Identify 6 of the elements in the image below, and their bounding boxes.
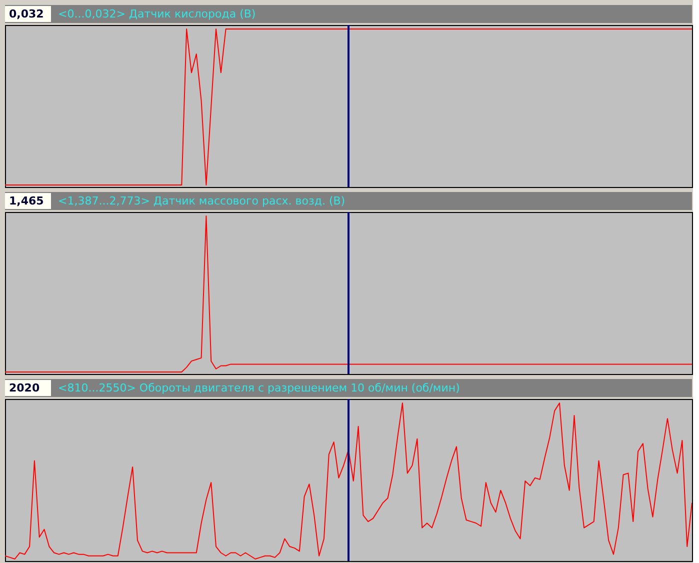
chart-title: <1,387...2,773> Датчик массового расх. возд. (В) [58,194,346,208]
chart-title: <810...2550> Обороты двигателя с разрешением 10 об/мин (об/мин) [58,382,460,394]
text: 0,032 [9,8,44,20]
text: 2020 [9,382,40,394]
text: 1,465 [9,194,44,208]
chart-title: <0...0,032> Датчик кислорода (В) [58,8,256,20]
